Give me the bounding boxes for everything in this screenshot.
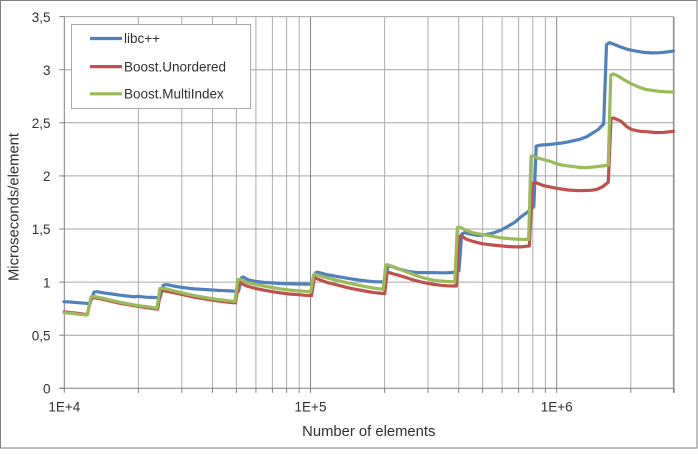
svg-text:1E+4: 1E+4: [48, 400, 80, 415]
svg-text:2: 2: [43, 169, 51, 184]
svg-text:2,5: 2,5: [32, 116, 51, 131]
svg-text:0: 0: [43, 382, 51, 397]
svg-text:Number of elements: Number of elements: [302, 424, 435, 440]
svg-text:1E+5: 1E+5: [295, 400, 327, 415]
svg-text:libc++: libc++: [124, 31, 160, 46]
svg-text:Boost.Unordered: Boost.Unordered: [124, 59, 226, 74]
svg-text:Microseconds/element: Microseconds/element: [7, 133, 23, 281]
svg-text:1: 1: [43, 275, 51, 290]
svg-text:Boost.MultiIndex: Boost.MultiIndex: [124, 87, 224, 102]
svg-text:0,5: 0,5: [32, 328, 51, 343]
svg-text:3,5: 3,5: [32, 10, 51, 25]
svg-text:1,5: 1,5: [32, 222, 51, 237]
svg-text:1E+6: 1E+6: [541, 400, 573, 415]
svg-text:3: 3: [43, 63, 51, 78]
